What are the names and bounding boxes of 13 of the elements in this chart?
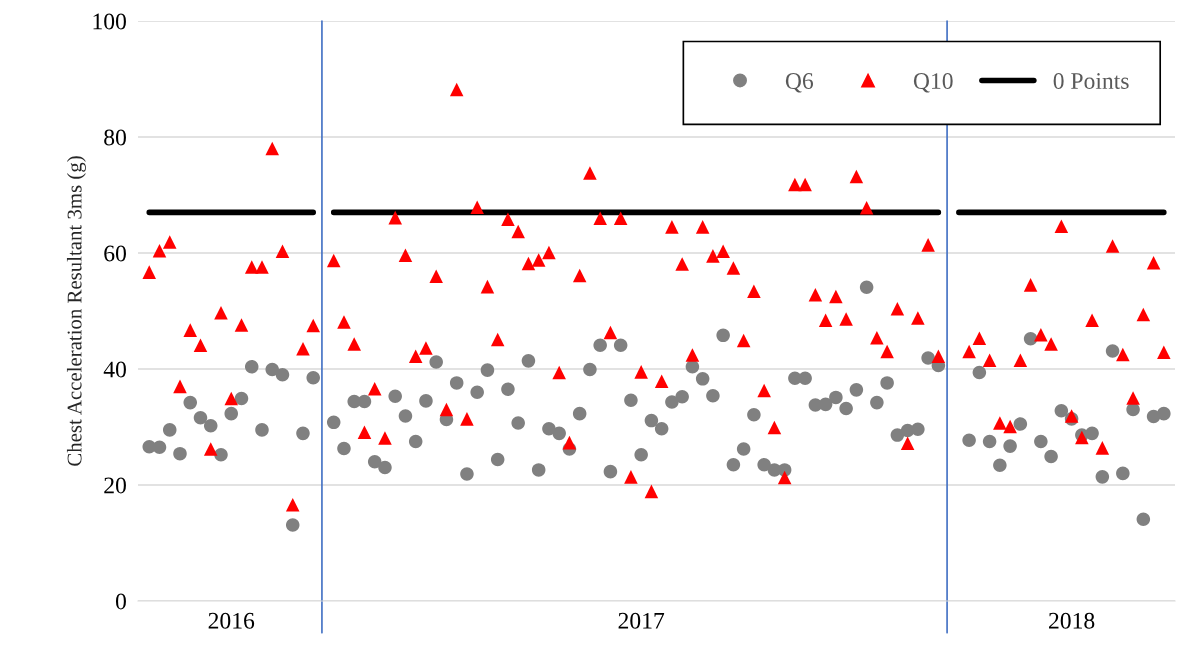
y-tick-label: 80 (104, 129, 126, 146)
y-axis-title: Chest Acceleration Resultant 3ms (g) (66, 156, 86, 466)
x-tick-label: 2016 (208, 612, 255, 629)
y-tick-label: 100 (93, 13, 126, 30)
legend-label: Q10 (913, 73, 953, 93)
y-tick-label: 40 (103, 361, 126, 378)
x-tick-label: 2018 (1049, 612, 1095, 629)
y-tick-label: 20 (104, 477, 126, 494)
legend-label: 0 Points (1053, 73, 1129, 89)
legend-label: Q6 (785, 73, 814, 93)
y-tick-label: 60 (104, 245, 126, 262)
y-tick-label: 0 (115, 593, 126, 610)
x-tick-label: 2017 (618, 612, 665, 629)
